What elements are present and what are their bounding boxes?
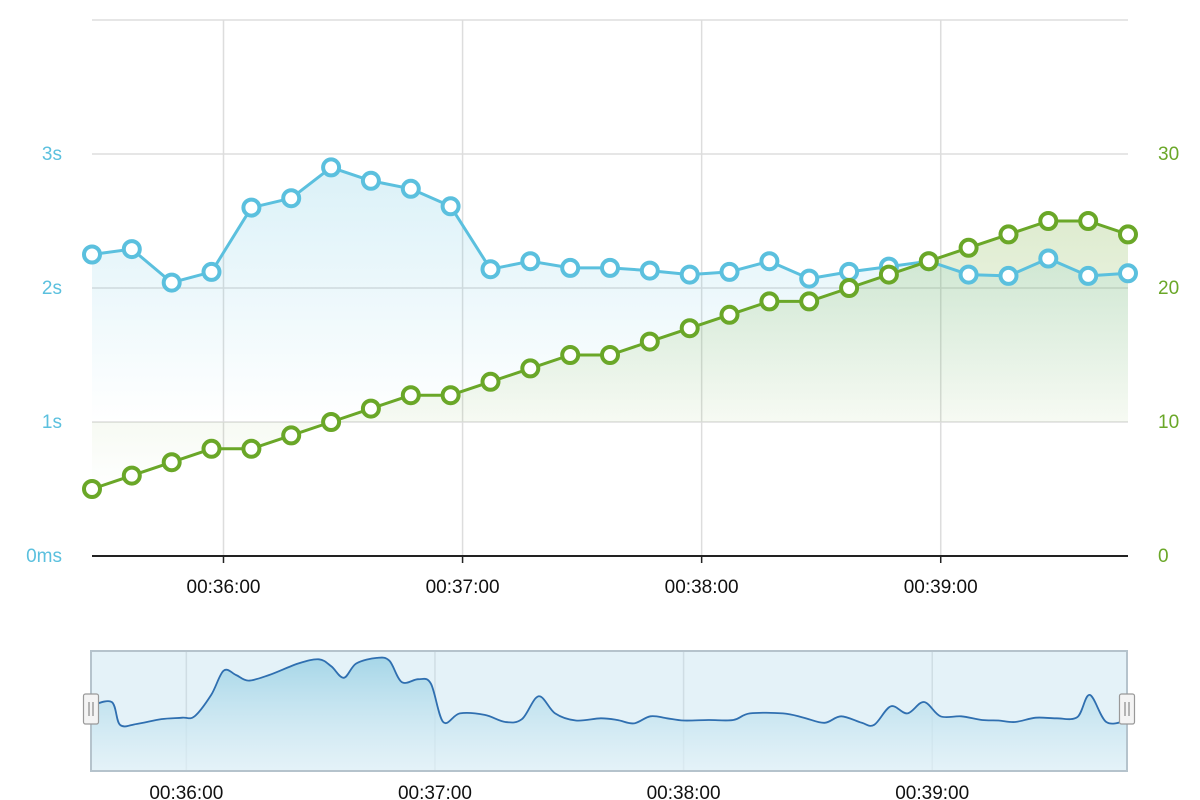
series-2-point[interactable] bbox=[759, 291, 780, 312]
series-2-point[interactable] bbox=[1118, 224, 1138, 245]
series-1-point[interactable] bbox=[958, 264, 979, 285]
x-tick-label: 00:39:00 bbox=[904, 577, 978, 598]
series-2-point[interactable] bbox=[520, 358, 541, 379]
y-right-tick-label: 0 bbox=[1158, 546, 1169, 567]
series-1-point[interactable] bbox=[639, 260, 660, 281]
series-1-point[interactable] bbox=[360, 170, 381, 191]
series-1-point[interactable] bbox=[759, 251, 780, 272]
series-1-point[interactable] bbox=[1038, 248, 1059, 269]
y-left-tick-label: 0ms bbox=[26, 546, 62, 567]
series-2-point[interactable] bbox=[560, 345, 581, 365]
series-1-point[interactable] bbox=[520, 251, 541, 272]
series-2-point[interactable] bbox=[281, 425, 302, 446]
series-2-point[interactable] bbox=[360, 398, 381, 419]
series-2-point[interactable] bbox=[918, 251, 939, 272]
series-1-point[interactable] bbox=[201, 261, 222, 282]
series-1-point[interactable] bbox=[440, 196, 461, 217]
series-2-point[interactable] bbox=[600, 345, 620, 365]
series-1-point[interactable] bbox=[82, 244, 102, 265]
navigator-left-handle[interactable] bbox=[82, 693, 100, 725]
navigator-x-tick-label: 00:39:00 bbox=[895, 783, 969, 800]
y-left-tick-label: 2s bbox=[42, 278, 62, 299]
navigator[interactable]: 00:36:00 00:37:00 00:38:00 00:39:00 bbox=[82, 650, 1136, 800]
series-1-point[interactable] bbox=[281, 188, 302, 209]
x-tick-label: 00:37:00 bbox=[426, 577, 500, 598]
series-2-point[interactable] bbox=[998, 224, 1019, 245]
series-1-point[interactable] bbox=[998, 265, 1019, 286]
series-1-point[interactable] bbox=[679, 264, 700, 285]
series-2-point[interactable] bbox=[639, 331, 660, 352]
series-2-point[interactable] bbox=[799, 291, 820, 312]
series-1-point[interactable] bbox=[241, 197, 262, 218]
series-1-point[interactable] bbox=[799, 268, 820, 289]
x-tick-label: 00:38:00 bbox=[665, 577, 739, 598]
y-left-tick-label: 3s bbox=[42, 144, 62, 165]
series-1-point[interactable] bbox=[719, 261, 740, 282]
series-2-point[interactable] bbox=[241, 438, 262, 459]
series-2-point[interactable] bbox=[440, 385, 461, 406]
handle-grip bbox=[82, 693, 100, 725]
navigator-x-tick-label: 00:36:00 bbox=[149, 783, 223, 800]
handle-grip bbox=[1118, 693, 1136, 725]
series-2-point[interactable] bbox=[878, 264, 899, 285]
navigator-right-handle[interactable] bbox=[1118, 693, 1136, 725]
series-2-point[interactable] bbox=[82, 479, 102, 499]
navigator-line bbox=[90, 656, 1128, 728]
series-2-point[interactable] bbox=[679, 318, 700, 339]
navigator-x-tick-label: 00:37:00 bbox=[398, 783, 472, 800]
series-1-point[interactable] bbox=[839, 261, 860, 282]
series-1-point[interactable] bbox=[600, 257, 620, 278]
x-tick-label: 00:36:00 bbox=[187, 577, 261, 598]
series-2-point[interactable] bbox=[321, 412, 342, 432]
y-left-tick-label: 1s bbox=[42, 412, 62, 433]
navigator-x-tick-label: 00:38:00 bbox=[647, 783, 721, 800]
series-1-point[interactable] bbox=[161, 272, 182, 293]
series-2-point[interactable] bbox=[719, 304, 740, 325]
series-1-point[interactable] bbox=[121, 239, 142, 260]
main-chart: 0ms 1s 2s 3s 0 10 20 30 00:36:00 00:37:00 00:38:00… bbox=[26, 19, 1179, 598]
series-2-point[interactable] bbox=[121, 465, 142, 486]
series-1-point[interactable] bbox=[560, 257, 581, 278]
y-right-tick-label: 30 bbox=[1158, 144, 1179, 165]
series-2-point[interactable] bbox=[201, 438, 222, 459]
series-2-point[interactable] bbox=[161, 452, 182, 473]
series-1-point[interactable] bbox=[1078, 265, 1099, 286]
y-right-tick-label: 10 bbox=[1158, 412, 1179, 433]
series-1-point[interactable] bbox=[1118, 263, 1138, 284]
series-1-point[interactable] bbox=[400, 178, 421, 199]
series-2-point[interactable] bbox=[839, 278, 860, 298]
series-1-point[interactable] bbox=[480, 259, 501, 280]
series-2-point[interactable] bbox=[480, 371, 501, 392]
main-markers bbox=[82, 157, 1138, 499]
series-2-point[interactable] bbox=[1038, 211, 1059, 231]
series-1-point[interactable] bbox=[321, 157, 342, 178]
navigator-area bbox=[91, 657, 1127, 771]
y-right-tick-label: 20 bbox=[1158, 278, 1179, 299]
main-axis: 0ms 1s 2s 3s 0 10 20 30 00:36:00 00:37:00 00:38:00… bbox=[26, 144, 1179, 598]
series-2-point[interactable] bbox=[1078, 211, 1099, 231]
series-2-point[interactable] bbox=[958, 237, 979, 258]
series-2-point[interactable] bbox=[400, 385, 421, 406]
